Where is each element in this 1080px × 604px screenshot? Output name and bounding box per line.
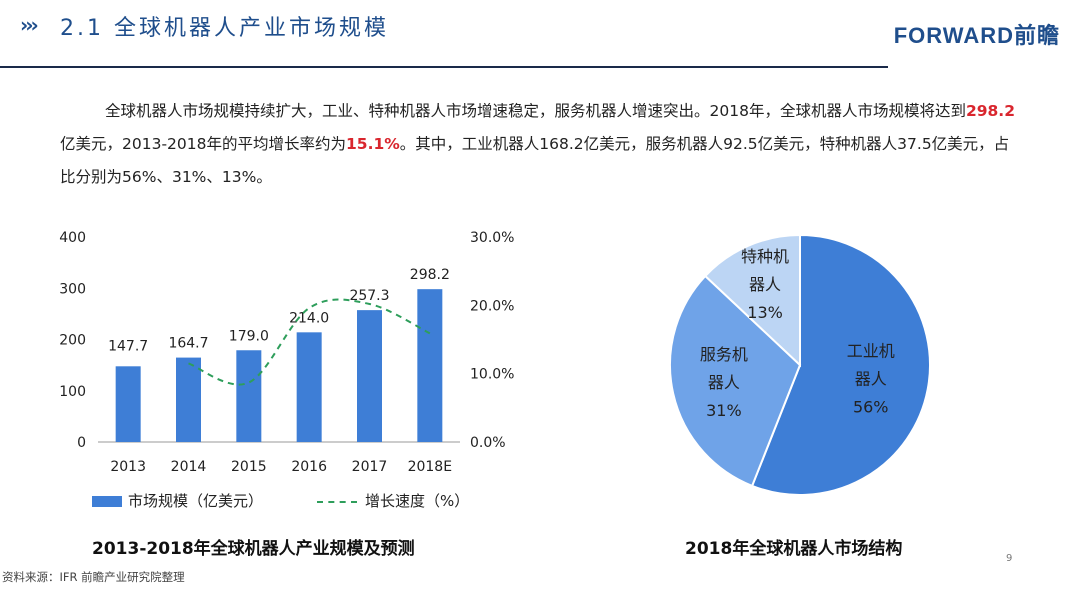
y-right-tick-label: 20.0% — [470, 298, 514, 314]
legend-bar-label: 市场规模（亿美元） — [128, 492, 264, 510]
legend-line-label: 增长速度（%） — [365, 492, 470, 510]
pie-slice-label: 器人 — [855, 369, 887, 388]
header-divider — [0, 66, 888, 68]
bar — [115, 366, 141, 442]
x-tick-label: 2017 — [352, 459, 388, 475]
y-left-tick-label: 100 — [59, 384, 86, 400]
pie-slice — [669, 274, 802, 488]
bar — [236, 350, 262, 442]
pie-slice-percent: 56% — [853, 397, 889, 416]
paragraph-text-1: 全球机器人市场规模持续扩大，工业、特种机器人市场增速稳定，服务机器人增速突出。2… — [105, 102, 966, 120]
pie-slice-label: 工业机 — [847, 341, 895, 360]
x-tick-label: 2018E — [408, 459, 452, 475]
bar — [176, 357, 201, 442]
paragraph-text-2: 亿美元，2013-2018年的平均增长率约为 — [60, 135, 346, 153]
highlight-market-size: 298.2 — [965, 102, 1015, 120]
bar — [296, 332, 322, 442]
pie-slice-percent: 13% — [747, 303, 783, 322]
pie-slice-label: 服务机 — [700, 345, 748, 364]
bar-data-label: 179.0 — [229, 328, 269, 344]
bar-line-chart: 0 100 200 300 400 0.0% 10.0% 20.0% 30.0% 147.7 201… — [59, 230, 514, 475]
source-note: 资料来源：IFR 前瞻产业研究院整理 — [2, 570, 185, 584]
y-right-tick-label: 30.0% — [470, 230, 514, 246]
pie-slice-percent: 31% — [706, 401, 742, 420]
page-number: 9 — [1006, 553, 1013, 564]
pie-slice-label: 器人 — [749, 275, 781, 294]
pie-slice-label: 器人 — [708, 373, 740, 392]
brand-logo: FORWARD前瞻 — [893, 23, 1060, 48]
bar — [417, 289, 443, 442]
bar-data-label: 164.7 — [168, 336, 208, 352]
bar-data-label: 257.3 — [349, 288, 389, 304]
legend-bar-swatch — [92, 496, 122, 507]
y-left-tick-label: 200 — [59, 333, 86, 349]
summary-paragraph: 全球机器人市场规模持续扩大，工业、特种机器人市场增速稳定，服务机器人增速突出。2… — [60, 95, 1020, 194]
legend-line-swatch — [317, 500, 357, 503]
y-left-tick-label: 0 — [77, 435, 86, 451]
bar — [357, 310, 382, 442]
legend-item-bar: 市场规模（亿美元） — [92, 490, 263, 511]
bar-chart-caption: 2013-2018年全球机器人产业规模及预测 — [92, 539, 415, 559]
x-tick-label: 2016 — [291, 459, 327, 475]
bar-data-label: 147.7 — [108, 338, 148, 354]
x-tick-label: 2015 — [231, 459, 267, 475]
growth-rate-line — [188, 298, 431, 386]
highlight-growth-rate: 15.1% — [346, 135, 400, 153]
pie-slice-label: 特种机 — [741, 247, 789, 266]
chevron-icon: ››› — [20, 13, 39, 37]
y-left-tick-label: 400 — [59, 230, 86, 246]
slide-header: ››› 2.1 全球机器人产业市场规模 FORWARD前瞻 — [0, 0, 1080, 68]
y-left-tick-label: 300 — [59, 281, 86, 297]
legend-item-line: 增长速度（%） — [317, 490, 469, 511]
y-right-tick-label: 0.0% — [470, 435, 506, 451]
pie-slice — [750, 233, 931, 496]
pie-chart-caption: 2018年全球机器人市场结构 — [685, 539, 903, 559]
pie-slice — [703, 233, 801, 368]
x-tick-label: 2014 — [171, 459, 207, 475]
x-tick-label: 2013 — [110, 459, 146, 475]
bar-data-label: 298.2 — [410, 267, 450, 283]
bar-data-label: 214.0 — [289, 310, 329, 326]
y-right-tick-label: 10.0% — [470, 367, 514, 383]
paragraph-text-3: 。其中，工业机器人168.2亿美元，服务机器人92.5亿美元，特种机器人37.5… — [60, 135, 1010, 186]
slide-title: 2.1 全球机器人产业市场规模 — [60, 16, 389, 41]
